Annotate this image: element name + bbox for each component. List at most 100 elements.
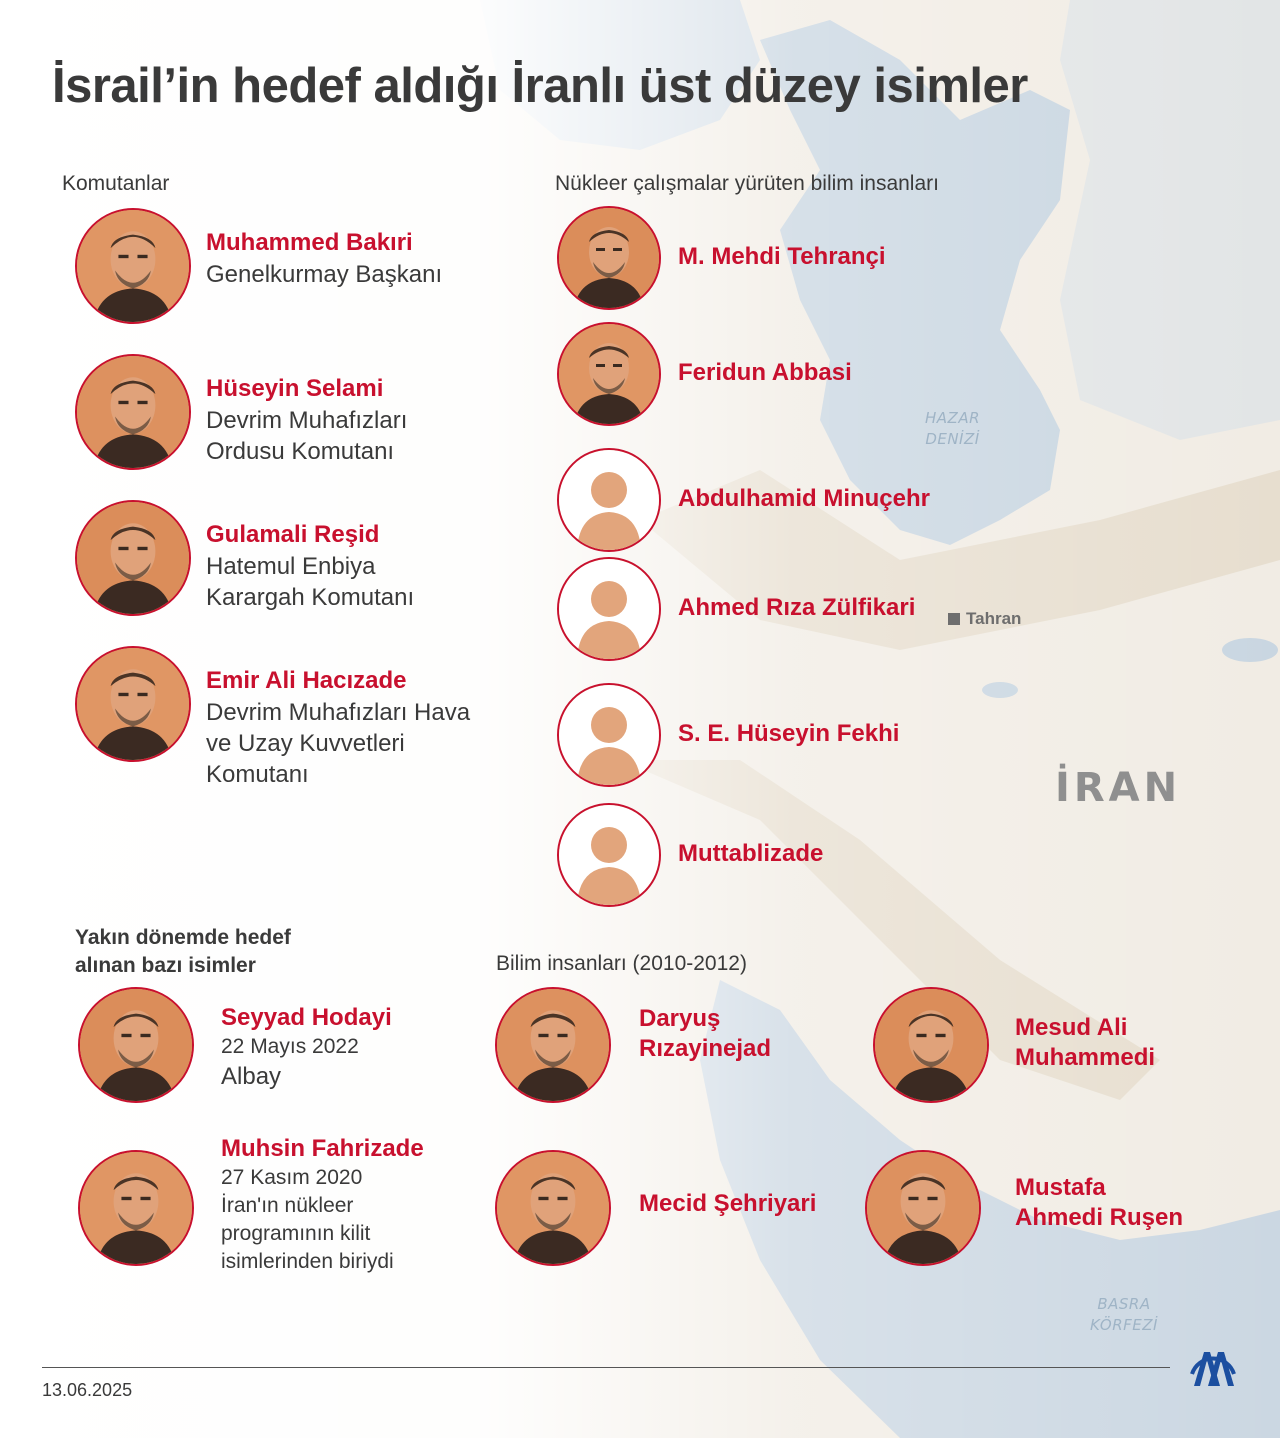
section-scientists: Nükleer çalışmalar yürüten bilim insanla… bbox=[555, 172, 939, 195]
past-scientist-avatar bbox=[495, 987, 611, 1103]
recent-target-name: Muhsin Fahrizade bbox=[221, 1134, 424, 1164]
past-scientist-name-line: Mesud Ali bbox=[1015, 1014, 1128, 1041]
section-recent: Yakın dönemde hedef alınan bazı isimler bbox=[75, 926, 291, 977]
recent-target-desc: İran'ın nükleer programının kilit isimleri… bbox=[221, 1192, 394, 1276]
past-scientist-name: Mecid Şehriyari bbox=[639, 1189, 816, 1219]
past-scientist-name-line: Muhammedi bbox=[1015, 1044, 1156, 1071]
footer-divider bbox=[42, 1367, 1170, 1368]
commander-title-line: Komutanı bbox=[206, 761, 309, 788]
commander-name: Hüseyin Selami bbox=[206, 374, 383, 404]
portrait-photo bbox=[80, 1152, 192, 1264]
commander-avatar bbox=[75, 208, 191, 324]
scientist-name: Feridun Abbasi bbox=[678, 358, 852, 388]
page-title: İsrail’in hedef aldığı İranlı üst düzey … bbox=[52, 59, 1028, 113]
silhouette-placeholder-icon bbox=[559, 805, 659, 905]
hazar-line-2: DENİZİ bbox=[925, 430, 980, 448]
commander-title-line: Hatemul Enbiya bbox=[206, 553, 376, 580]
scientist-avatar bbox=[557, 683, 661, 787]
recent-target-date: 27 Kasım 2020 bbox=[221, 1164, 362, 1192]
portrait-photo bbox=[77, 356, 189, 468]
scientist-avatar bbox=[557, 206, 661, 310]
recent-target-desc-line: İran'ın nükleer bbox=[221, 1194, 354, 1217]
past-scientist-name-line: Rızayinejad bbox=[639, 1035, 772, 1062]
scientist-name-line: S. E. Hüseyin Fekhi bbox=[678, 720, 900, 747]
commander-title: Genelkurmay Başkanı bbox=[206, 259, 442, 290]
past-scientist-avatar bbox=[865, 1150, 981, 1266]
commander-title: Devrim Muhafızları Hava ve Uzay Kuvvetler… bbox=[206, 697, 470, 790]
past-scientist-avatar bbox=[495, 1150, 611, 1266]
commander-title-line: ve Uzay Kuvvetleri bbox=[206, 730, 405, 757]
portrait-photo bbox=[77, 502, 189, 614]
commander-name: Gulamali Reşid bbox=[206, 520, 379, 550]
scientist-name-line: Muttablizade bbox=[678, 840, 824, 867]
scientist-avatar bbox=[557, 322, 661, 426]
section-commanders: Komutanlar bbox=[62, 172, 170, 195]
portrait-photo bbox=[559, 324, 659, 424]
scientist-name: Ahmed Rıza Zülfikari bbox=[678, 593, 915, 623]
scientist-name: Abdulhamid Minuçehr bbox=[678, 484, 930, 514]
scientist-name-line: Feridun Abbasi bbox=[678, 359, 852, 386]
portrait-photo bbox=[77, 648, 189, 760]
recent-target-desc-line: isimlerinden biriydi bbox=[221, 1250, 394, 1273]
scientist-name: M. Mehdi Tehrançi bbox=[678, 242, 886, 272]
commander-title-line: Genelkurmay Başkanı bbox=[206, 261, 443, 288]
portrait-photo bbox=[80, 989, 192, 1101]
scientist-name-line: M. Mehdi Tehrançi bbox=[678, 243, 886, 270]
recent-target-name-line: Seyyad Hodayi bbox=[221, 1004, 392, 1031]
commander-name-line: Muhammed Bakıri bbox=[206, 229, 413, 256]
silhouette-placeholder-icon bbox=[559, 559, 659, 659]
scientist-name: S. E. Hüseyin Fekhi bbox=[678, 719, 899, 749]
portrait-photo bbox=[497, 989, 609, 1101]
section-past-scientists: Bilim insanları (2010-2012) bbox=[496, 952, 747, 975]
commander-name-line: Gulamali Reşid bbox=[206, 521, 380, 548]
recent-target-avatar bbox=[78, 987, 194, 1103]
portrait-photo bbox=[77, 210, 189, 322]
commander-title: Devrim Muhafızları Ordusu Komutanı bbox=[206, 405, 407, 467]
map-label-basra: BASRA KÖRFEZİ bbox=[1090, 1294, 1158, 1336]
commander-name: Emir Ali Hacızade bbox=[206, 666, 407, 696]
portrait-photo bbox=[497, 1152, 609, 1264]
commander-name-line: Hüseyin Selami bbox=[206, 375, 384, 402]
commander-title: Hatemul Enbiya Karargah Komutanı bbox=[206, 551, 414, 613]
commander-name-line: Emir Ali Hacızade bbox=[206, 667, 407, 694]
commander-avatar bbox=[75, 354, 191, 470]
basra-line-2: KÖRFEZİ bbox=[1090, 1316, 1158, 1334]
scientist-name: Muttablizade bbox=[678, 839, 823, 869]
silhouette-placeholder-icon bbox=[559, 450, 659, 550]
scientist-avatar bbox=[557, 803, 661, 907]
portrait-photo bbox=[867, 1152, 979, 1264]
commander-avatar bbox=[75, 646, 191, 762]
past-scientist-name: Daryuş Rızayinejad bbox=[639, 1004, 771, 1064]
commander-name: Muhammed Bakıri bbox=[206, 228, 413, 258]
portrait-photo bbox=[875, 989, 987, 1101]
map-label-hazar: HAZAR DENİZİ bbox=[925, 408, 980, 450]
capital-marker-icon bbox=[948, 613, 960, 625]
scientist-avatar bbox=[557, 557, 661, 661]
recent-target-name: Seyyad Hodayi bbox=[221, 1003, 392, 1033]
map-label-iran: İRAN bbox=[1055, 765, 1182, 811]
recent-target-desc: Albay bbox=[221, 1061, 281, 1092]
recent-target-desc-line: programının kilit bbox=[221, 1222, 371, 1245]
commander-avatar bbox=[75, 500, 191, 616]
aa-logo-icon bbox=[1190, 1352, 1236, 1386]
recent-target-avatar bbox=[78, 1150, 194, 1266]
recent-target-name-line: Muhsin Fahrizade bbox=[221, 1135, 424, 1162]
recent-target-desc-line: Albay bbox=[221, 1063, 282, 1090]
recent-target-date-line: 27 Kasım 2020 bbox=[221, 1166, 363, 1189]
commander-title-line: Karargah Komutanı bbox=[206, 584, 415, 611]
commander-title-line: Devrim Muhafızları bbox=[206, 407, 408, 434]
recent-target-date: 22 Mayıs 2022 bbox=[221, 1033, 359, 1061]
past-scientist-name: Mustafa Ahmedi Ruşen bbox=[1015, 1173, 1183, 1233]
hazar-line-1: HAZAR bbox=[925, 409, 980, 427]
commander-title-line: Devrim Muhafızları Hava bbox=[206, 699, 471, 726]
past-scientist-name-line: Ahmedi Ruşen bbox=[1015, 1204, 1184, 1231]
recent-target-date-line: 22 Mayıs 2022 bbox=[221, 1035, 359, 1058]
silhouette-placeholder-icon bbox=[559, 685, 659, 785]
footer-date: 13.06.2025 bbox=[42, 1380, 133, 1400]
past-scientist-name: Mesud Ali Muhammedi bbox=[1015, 1013, 1155, 1073]
scientist-name-line: Abdulhamid Minuçehr bbox=[678, 485, 930, 512]
scientist-name-line: Ahmed Rıza Zülfikari bbox=[678, 594, 916, 621]
commander-title-line: Ordusu Komutanı bbox=[206, 438, 395, 465]
past-scientist-name-line: Daryuş bbox=[639, 1005, 721, 1032]
portrait-photo bbox=[559, 208, 659, 308]
